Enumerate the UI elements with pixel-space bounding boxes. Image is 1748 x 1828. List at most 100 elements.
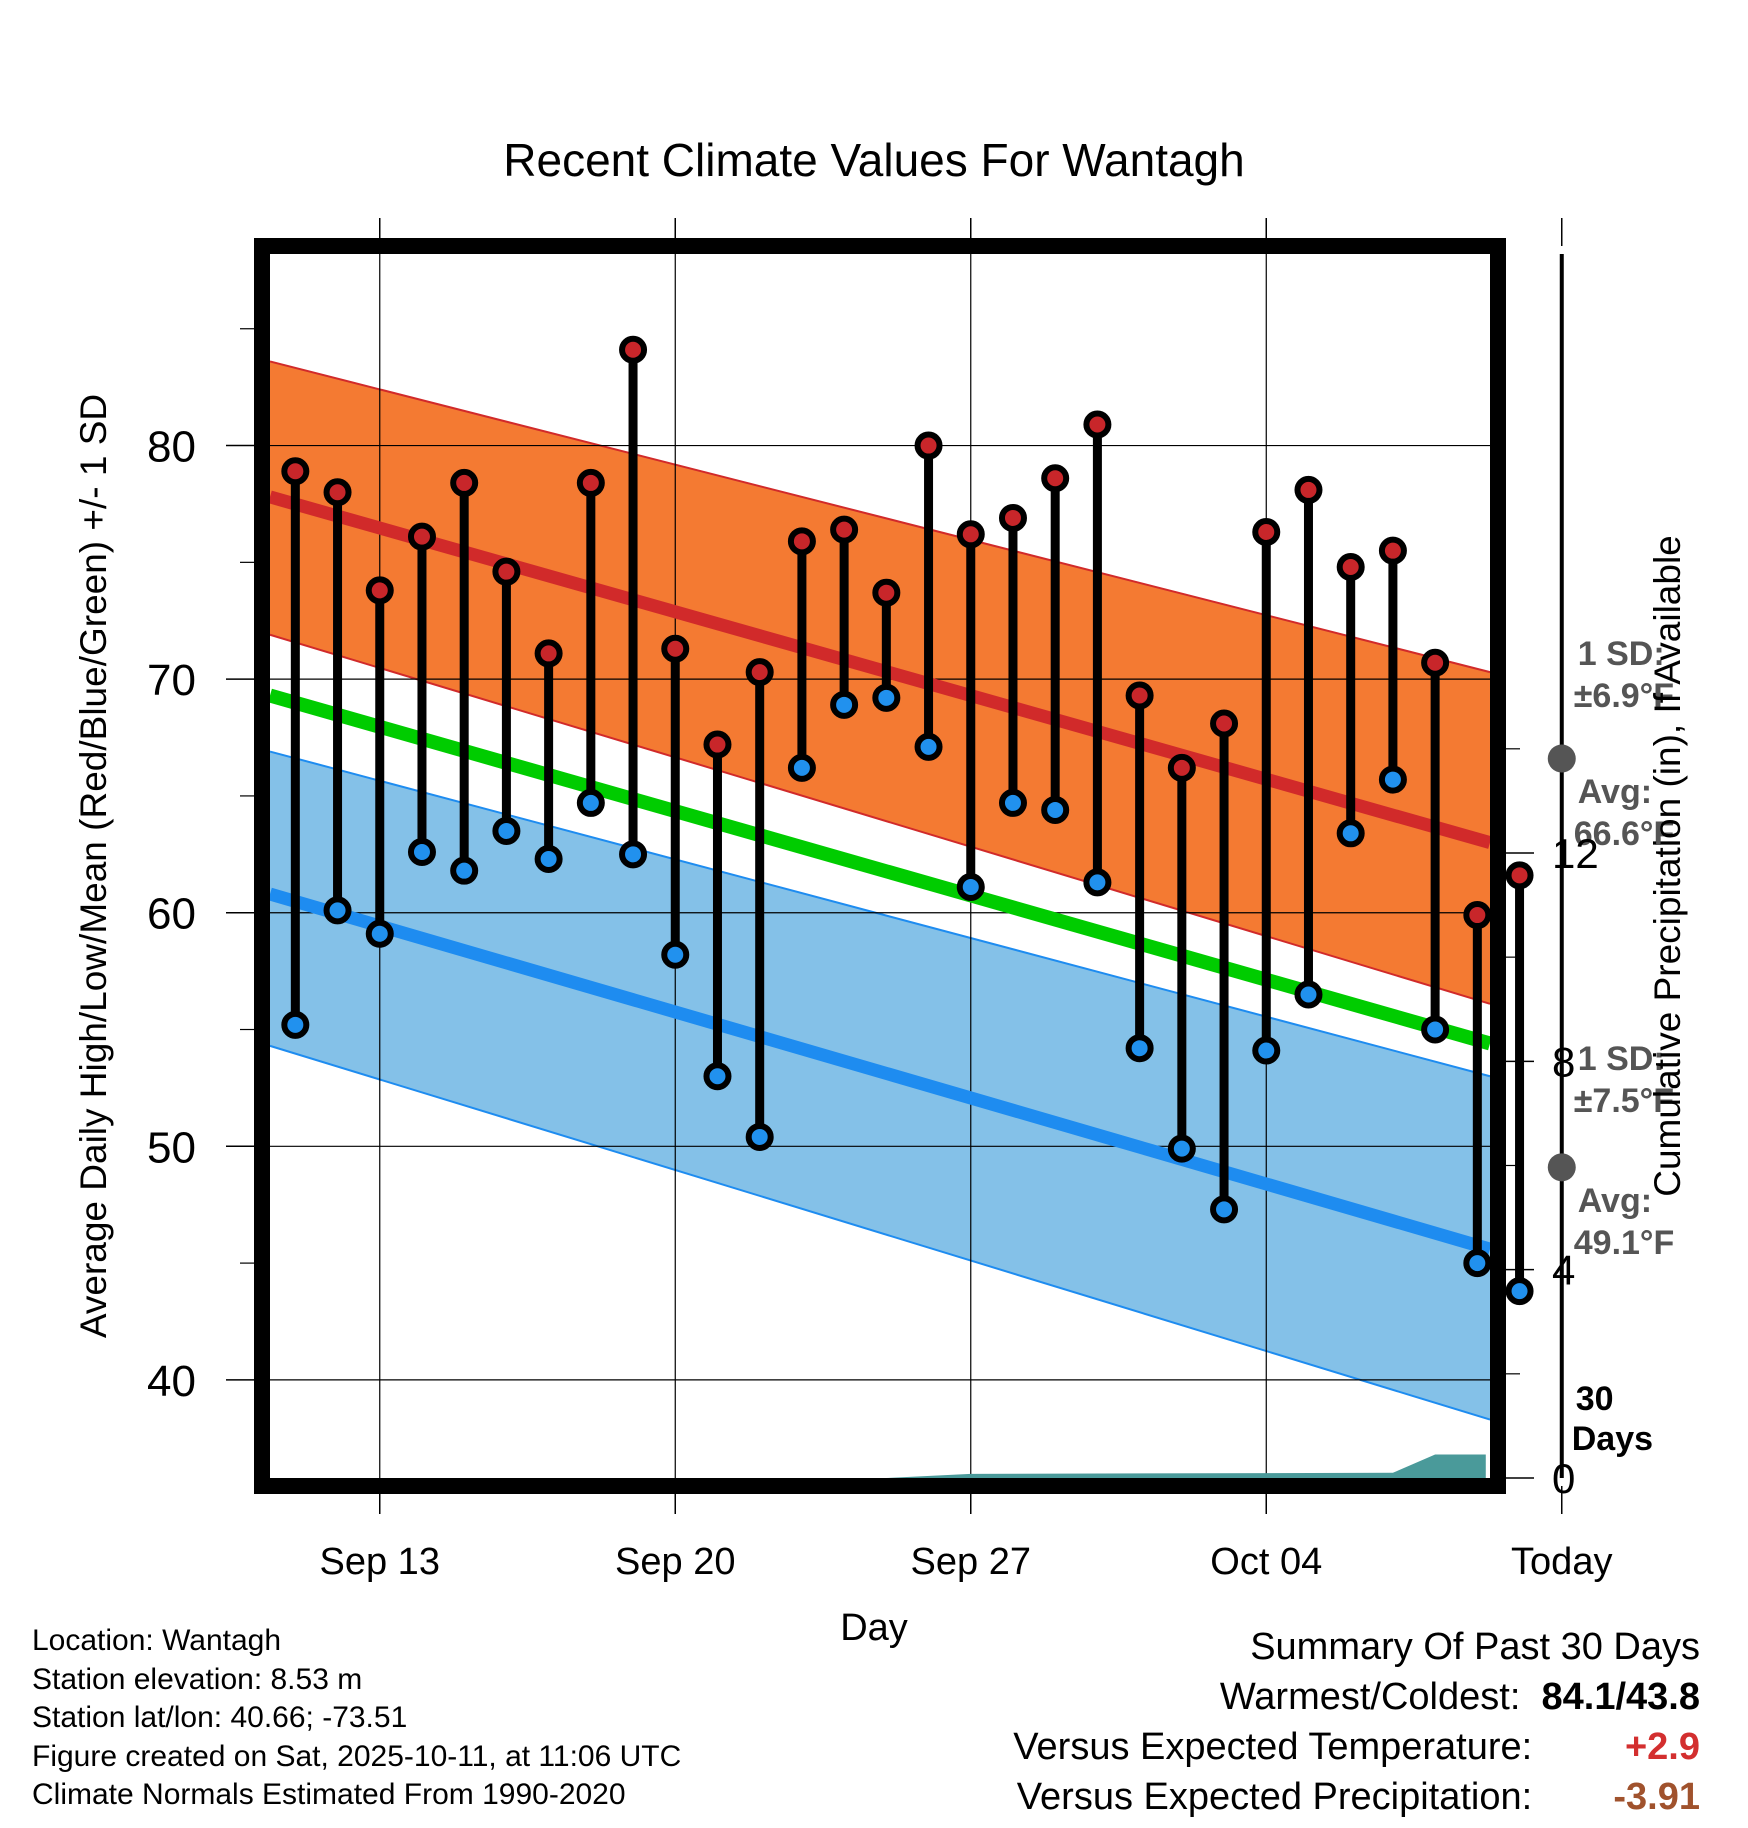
daily-low-point (534, 844, 563, 873)
daily-low-point (1421, 1015, 1450, 1044)
daily-low-point (1125, 1034, 1154, 1063)
x-tick-label: Sep 20 (615, 1541, 735, 1583)
daily-low-point (1378, 765, 1407, 794)
daily-high-point (576, 468, 605, 497)
x-axis-label: Day (840, 1607, 908, 1649)
daily-high-point (872, 578, 901, 607)
daily-high-point (998, 503, 1027, 532)
low-avg-annotation-label: Avg: (1578, 1182, 1652, 1220)
daily-low-point (619, 840, 648, 869)
daily-low-point (956, 873, 985, 902)
daily-high-point (534, 639, 563, 668)
low-sd-annotation-label: 1 SD: (1578, 1040, 1665, 1078)
daily-high-point (1125, 681, 1154, 710)
y2-axis-label: Cumulative Precipitation (in), If Availa… (1647, 535, 1688, 1197)
daily-high-point (1336, 553, 1365, 582)
daily-high-point (1041, 464, 1070, 493)
days-label-number: 30 (1576, 1380, 1614, 1418)
temp-anomaly-value: +2.9 (1624, 1726, 1700, 1768)
daily-low-point (661, 940, 690, 969)
daily-high-point (1083, 410, 1112, 439)
high-sd-annotation-value: ±6.9°F (1574, 677, 1674, 715)
low-avg-annotation-value: 49.1°F (1574, 1224, 1675, 1262)
daily-high-point (619, 335, 648, 364)
x-tick-label: Sep 13 (320, 1541, 440, 1583)
low-normal-line (268, 887, 1492, 1256)
high-avg-annotation-value: 66.6°F (1574, 815, 1675, 853)
plot-frame (254, 238, 1506, 1494)
daily-low-point (1167, 1134, 1196, 1163)
y-axis-label: Average Daily High/Low/Mean (Red/Blue/Gr… (73, 394, 114, 1338)
warmest-coldest-value: 84.1/43.8 (1541, 1676, 1700, 1718)
daily-low-point (492, 816, 521, 845)
daily-low-point (365, 919, 394, 948)
daily-high-point (745, 658, 774, 687)
station-info: Location: Wantagh Station elevation: 8.5… (32, 1622, 681, 1815)
y2-tick-label: 0 (1552, 1455, 1575, 1502)
latlon-text: Station lat/lon: 40.66; -73.51 (32, 1701, 408, 1734)
precip-anomaly-value: -3.91 (1613, 1776, 1700, 1818)
y-tick-label: 40 (147, 1357, 196, 1406)
daily-low-point (1041, 795, 1070, 824)
normals-text: Climate Normals Estimated From 1990-2020 (32, 1778, 626, 1811)
created-text: Figure created on Sat, 2025-10-11, at 11… (32, 1739, 682, 1773)
daily-low-point (872, 683, 901, 712)
daily-high-point (1210, 709, 1239, 738)
daily-high-point (1463, 901, 1492, 930)
low-sd-band-lower-edge (269, 1044, 1491, 1421)
daily-high-point (956, 520, 985, 549)
y2-tick-label: 4 (1552, 1247, 1575, 1294)
daily-high-point (281, 457, 310, 486)
daily-low-point (576, 788, 605, 817)
daily-high-point (1167, 753, 1196, 782)
mean-normal-line (268, 688, 1492, 1051)
daily-high-point (914, 431, 943, 460)
daily-low-point (703, 1062, 732, 1091)
location-text: Location: Wantagh (32, 1624, 282, 1657)
y2-tick-label: 8 (1552, 1038, 1575, 1085)
daily-high-point (407, 522, 436, 551)
high-sd-band-upper-edge (269, 360, 1491, 674)
daily-low-point (450, 856, 479, 885)
low-sd-annotation-value: ±7.5°F (1574, 1082, 1674, 1120)
low-sd-band-upper-edge (269, 750, 1491, 1078)
daily-high-point (787, 527, 816, 556)
y-tick-label: 60 (147, 890, 196, 939)
warmest-coldest-label: Warmest/Coldest: (1219, 1676, 1521, 1718)
daily-high-point (450, 468, 479, 497)
daily-high-point (1378, 536, 1407, 565)
daily-high-point (1252, 517, 1281, 546)
daily-low-point (787, 753, 816, 782)
y-tick-label: 80 (147, 423, 196, 472)
daily-low-point (1252, 1036, 1281, 1065)
daily-high-point (830, 515, 859, 544)
daily-low-point (1505, 1277, 1534, 1306)
daily-low-point (745, 1122, 774, 1151)
daily-low-point (1463, 1249, 1492, 1278)
summary-panel: Summary Of Past 30 Days Warmest/Coldest:… (1013, 1622, 1700, 1822)
high-sd-band-lower-edge (269, 633, 1491, 1005)
elevation-text: Station elevation: 8.53 m (32, 1662, 363, 1696)
daily-low-point (830, 690, 859, 719)
today-high-avg-marker (1547, 744, 1576, 773)
precip-anomaly-label: Versus Expected Precipitation: (1016, 1776, 1533, 1818)
chart-title: Recent Climate Values For Wantagh (503, 134, 1244, 186)
x-tick-label: Sep 27 (911, 1541, 1031, 1583)
summary-temperature: Versus Expected Temperature: +2.9 (1013, 1722, 1700, 1772)
today-low-avg-marker (1547, 1153, 1576, 1182)
daily-high-point (1505, 861, 1534, 890)
temp-anomaly-label: Versus Expected Temperature: (1013, 1726, 1533, 1768)
daily-high-point (661, 634, 690, 663)
y-tick-label: 50 (147, 1123, 196, 1172)
summary-title: Summary Of Past 30 Days (1250, 1626, 1700, 1668)
daily-low-point (1210, 1195, 1239, 1224)
high-avg-annotation-label: Avg: (1578, 773, 1652, 811)
daily-low-point (407, 837, 436, 866)
x-tick-label: Oct 04 (1210, 1541, 1322, 1583)
y2-tick-label: 12 (1552, 830, 1599, 877)
daily-low-point (1336, 819, 1365, 848)
precip-area (274, 1454, 1486, 1478)
x-tick-label: Today (1511, 1541, 1612, 1583)
daily-high-point (703, 730, 732, 759)
